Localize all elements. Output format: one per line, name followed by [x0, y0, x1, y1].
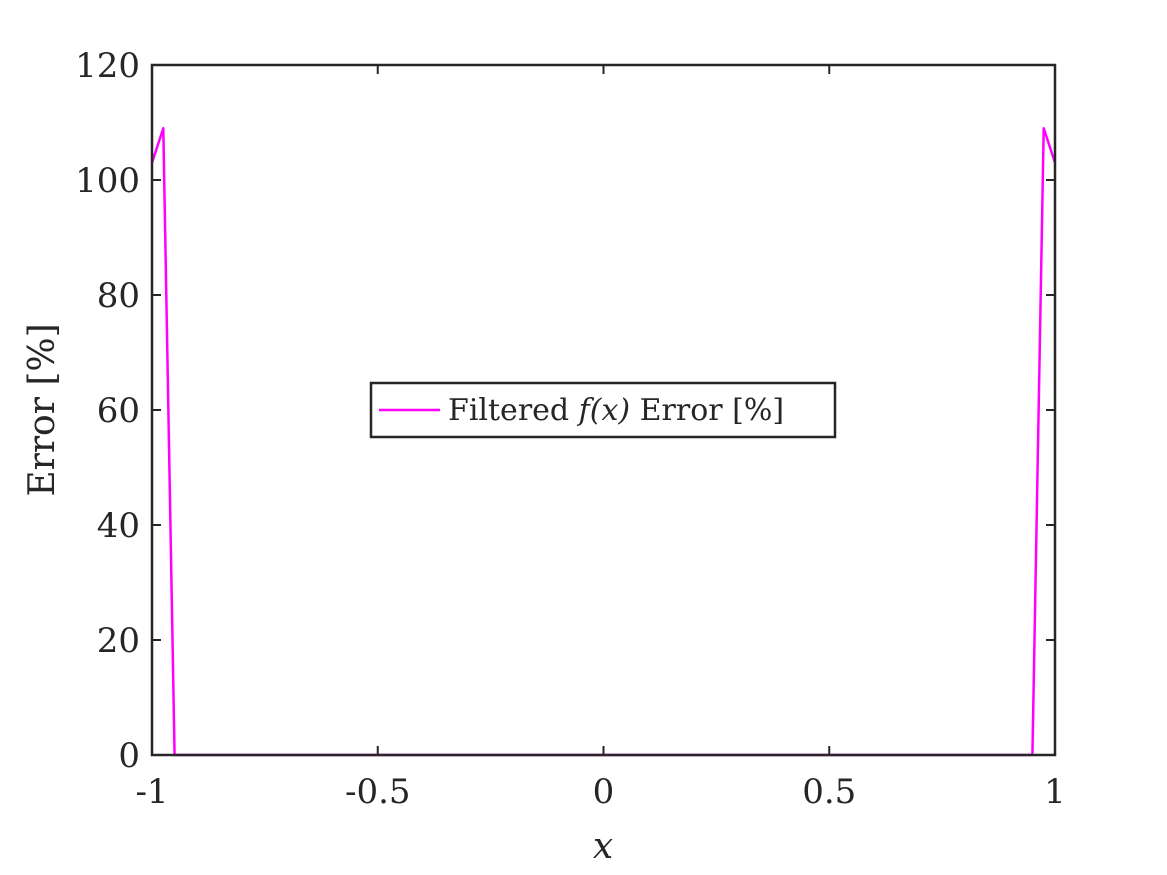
legend-label-prefix: Filtered — [448, 393, 579, 428]
y-tick-label: 120 — [75, 46, 140, 86]
legend-label-suffix: Error [%] — [630, 393, 784, 428]
y-axis-title: Error [%] — [22, 323, 63, 496]
ticks: -1 -0.5 0 0.5 1 0 20 40 60 80 100 120 — [75, 46, 1066, 812]
x-tick-label: 0.5 — [802, 772, 856, 812]
x-axis-title: x — [593, 826, 613, 867]
y-tick-label: 80 — [97, 276, 140, 316]
legend-box — [369, 381, 837, 439]
y-tick-label: 20 — [97, 621, 140, 661]
legend-label: Filtered f(x) Error [%] — [448, 393, 784, 428]
legend: Filtered f(x) Error [%] — [369, 381, 837, 439]
legend-label-math: f(x) — [577, 393, 630, 428]
y-tick-label: 0 — [118, 736, 140, 776]
y-tick-label: 60 — [97, 391, 140, 431]
x-tick-label: 1 — [1044, 772, 1066, 812]
x-tick-label: -0.5 — [345, 772, 411, 812]
y-tick-label: 100 — [75, 161, 140, 201]
y-tick-label: 40 — [97, 506, 140, 546]
x-tick-label: 0 — [593, 772, 615, 812]
x-tick-label: -1 — [135, 772, 168, 812]
